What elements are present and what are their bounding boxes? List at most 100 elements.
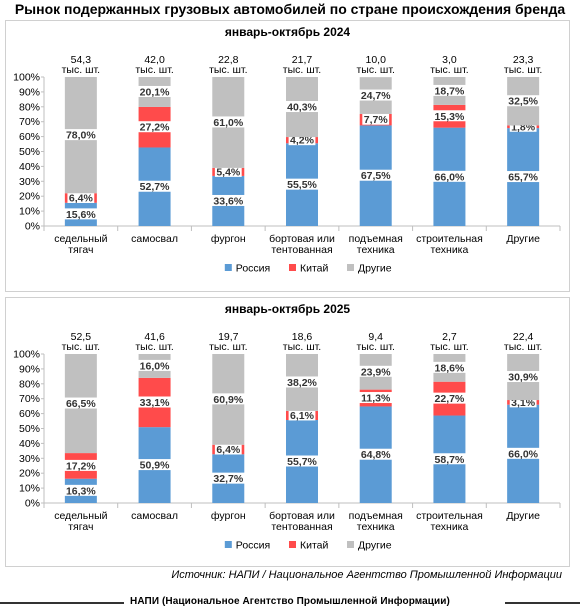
data-label: 38,2% [287,377,317,389]
footer-divider-right [505,602,580,604]
data-label-bg [64,484,98,496]
data-label-bg [359,89,393,101]
total-unit: тыс. шт. [283,341,321,353]
y-tick-label: 30% [19,176,40,188]
data-label-bg [432,392,466,404]
stacked-bar-chart-2025: 0% 10% 20% 30% 40% 50% 60% 70% 80% 90% 100% 16,3% 17… [13,331,561,552]
y-tick-label: 50% [19,423,40,435]
total-unit: тыс. шт. [62,341,100,353]
x-tick-label: самосвал [131,510,178,522]
legend-swatch [347,264,354,271]
total-unit: тыс. шт. [62,64,100,76]
footer-label: НАПИ (Национальное Агентство Промышленно… [124,596,456,607]
data-label: 17,2% [66,460,96,472]
total-unit: тыс. шт. [209,64,247,76]
total-unit: тыс. шт. [135,64,173,76]
y-tick-label: 40% [19,438,40,450]
data-label-bg [432,84,466,96]
source-note: Источник: НАПИ / Национальное Агентство … [171,569,562,581]
total-value: 52,5 [71,331,92,343]
y-tick-label: 70% [19,116,40,128]
total-value: 41,6 [144,331,165,343]
x-tick-label: техника [430,244,468,256]
y-tick-label: 90% [19,86,40,98]
x-tick-label: подъемная [349,510,403,522]
data-label-bg [138,459,172,471]
y-tick-label: 0% [25,498,40,510]
data-label: 50,9% [140,460,170,472]
total-unit: тыс. шт. [356,64,394,76]
data-label-bg [285,455,319,467]
x-tick-label: строительная [416,233,483,245]
data-label: 22,7% [435,393,465,405]
x-tick-label: тентованная [271,521,332,533]
data-label-bg [211,472,245,484]
legend-label: Китай [300,540,329,552]
data-label: 4,2% [290,135,315,147]
data-label-bg [432,170,466,182]
data-label: 33,6% [213,195,243,207]
y-tick-label: 50% [19,146,40,158]
total-value: 19,7 [218,331,239,343]
data-label: 64,8% [361,449,391,461]
x-tick-label: строительная [416,510,483,522]
stacked-bar-chart-2024: 0% 10% 20% 30% 40% 50% 60% 70% 80% 90% 100% 15,6% 6,… [13,54,561,275]
data-label-bg [211,194,245,206]
data-label: 18,6% [435,362,465,374]
data-label: 67,5% [361,170,391,182]
y-tick-label: 10% [19,206,40,218]
data-label-bg [359,169,393,181]
data-label: 40,3% [287,102,317,114]
total-value: 3,0 [442,54,457,66]
data-label: 11,3% [361,393,391,405]
x-tick-label: техника [357,244,395,256]
data-label: 6,4% [216,444,241,456]
data-label-bg [214,165,242,177]
data-label: 24,7% [361,90,391,102]
chart-title: январь-октябрь 2024 [224,25,351,39]
data-label-bg [285,178,319,190]
data-label-bg [359,448,393,460]
data-label-bg [64,397,98,409]
legend-label: Россия [236,263,270,275]
data-label-bg [214,443,242,455]
legend-swatch [224,541,232,548]
data-label-bg [138,85,172,97]
data-label-bg [64,459,98,471]
x-tick-label: бортовая или [269,510,335,522]
data-label: 7,7% [364,114,389,126]
y-tick-label: 30% [19,453,40,465]
chart-panel-2025: январь-октябрь 2025 0% 10% 20% 30% 40% 50% 60%… [5,297,570,567]
data-label-bg [432,110,466,122]
data-label: 32,7% [213,473,243,485]
x-tick-label: Другие [506,510,540,522]
total-unit: тыс. шт. [504,341,542,353]
data-label: 16,3% [66,485,96,497]
data-label: 55,5% [287,179,317,191]
footer-divider-left [0,602,210,604]
y-tick-label: 90% [19,363,40,375]
total-unit: тыс. шт. [209,341,247,353]
total-value: 10,0 [365,54,386,66]
chart-title: январь-октябрь 2025 [224,302,351,316]
data-label: 6,4% [69,192,94,204]
x-tick-label: тягач [68,521,93,533]
y-tick-label: 100% [13,349,40,361]
y-tick-label: 20% [19,468,40,480]
total-value: 54,3 [71,54,92,66]
x-tick-label: Другие [506,233,540,245]
data-label-bg [506,95,540,107]
total-value: 2,7 [442,331,457,343]
data-label-bg [288,134,316,146]
total-unit: тыс. шт. [356,341,394,353]
data-label-bg [362,113,390,125]
total-unit: тыс. шт. [430,341,468,353]
legend-swatch [224,264,232,271]
data-label-bg [506,447,540,459]
data-label: 5,4% [216,166,241,178]
total-value: 9,4 [368,331,383,343]
data-label-bg [64,129,98,141]
data-label: 66,0% [435,171,465,183]
y-tick-label: 80% [19,378,40,390]
x-tick-label: седельный [54,233,107,245]
